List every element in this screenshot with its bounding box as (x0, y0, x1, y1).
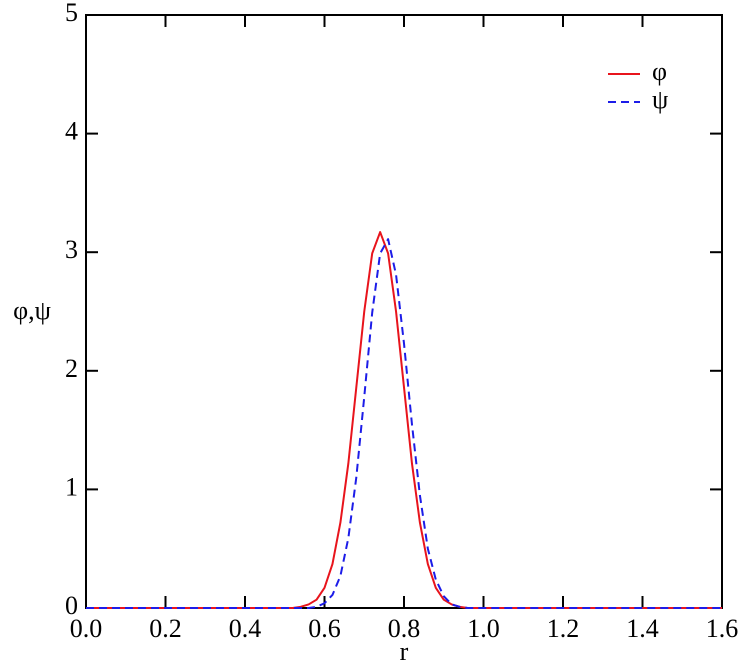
legend-label: φ (652, 57, 667, 86)
x-tick-label: 1.4 (626, 614, 659, 643)
x-tick-label: 0.4 (229, 614, 262, 643)
x-tick-label: 1.0 (467, 614, 500, 643)
y-tick-label: 1 (65, 472, 78, 501)
plot-frame (85, 14, 723, 609)
y-tick-label: 0 (65, 591, 78, 620)
legend-label: ψ (652, 85, 668, 114)
y-tick-label: 2 (65, 354, 78, 383)
y-tick-label: 5 (65, 0, 78, 27)
x-tick-label: 0.8 (388, 614, 421, 643)
series-line (86, 231, 722, 609)
x-tick-label: 0.0 (70, 614, 103, 643)
x-tick-label: 0.6 (308, 614, 341, 643)
x-tick-label: 1.2 (547, 614, 580, 643)
x-tick-label: 0.2 (149, 614, 182, 643)
y-tick-label: 3 (65, 235, 78, 264)
y-tick-label: 4 (65, 117, 78, 146)
x-tick-label: 1.6 (706, 614, 739, 643)
y-axis-label: φ,ψ (13, 296, 51, 325)
series-line (86, 238, 722, 609)
x-axis-label: r (400, 637, 409, 666)
